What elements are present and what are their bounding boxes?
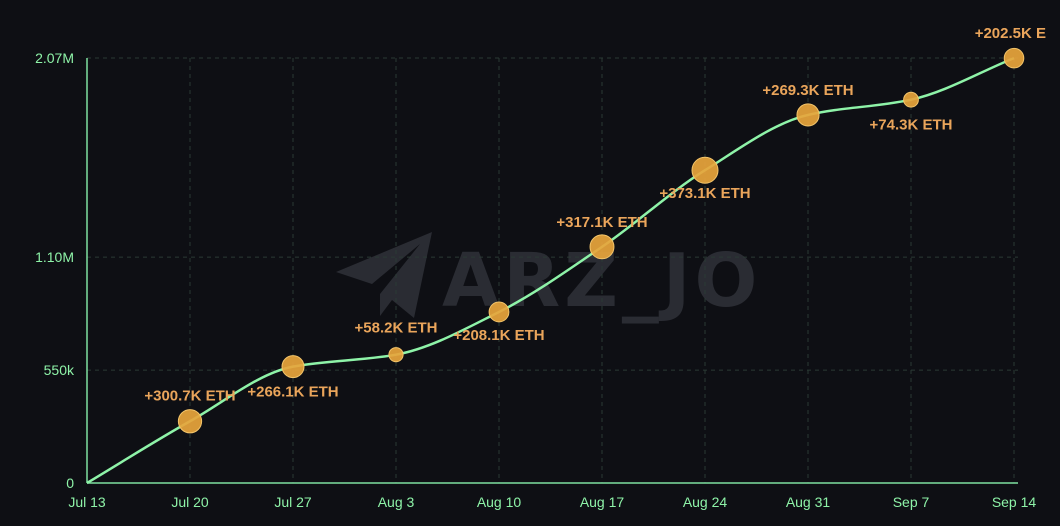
data-labels: +300.7K ETH +266.1K ETH +58.2K ETH +208.1K … [144, 25, 1046, 404]
x-tick-label: Jul 13 [68, 494, 106, 510]
y-tick-label: 0 [66, 475, 74, 491]
x-tick-label: Aug 3 [378, 494, 415, 510]
y-tick-label: 550k [44, 362, 75, 378]
axes [86, 58, 1018, 484]
x-tick-label: Aug 24 [683, 494, 728, 510]
data-point-marker [281, 355, 305, 379]
y-axis-tick-labels: 0 550k 1.10M 2.07M [35, 50, 75, 491]
data-label: +373.1K ETH [659, 185, 750, 202]
x-tick-label: Sep 14 [992, 494, 1037, 510]
data-label: +74.3K ETH [870, 117, 953, 134]
telegram-plane-icon [336, 232, 432, 318]
watermark: ARZ_JO [336, 232, 757, 324]
data-label: +317.1K ETH [556, 214, 647, 231]
data-label: +269.3K ETH [762, 82, 853, 99]
y-tick-label: 2.07M [35, 50, 74, 66]
y-tick-label: 1.10M [35, 249, 74, 265]
data-point-marker [177, 409, 203, 434]
data-point-marker [1003, 47, 1025, 69]
data-point-marker [388, 347, 404, 363]
x-tick-label: Jul 27 [274, 494, 312, 510]
data-label: +58.2K ETH [355, 320, 438, 337]
x-tick-label: Sep 7 [893, 494, 930, 510]
x-tick-label: Aug 17 [580, 494, 625, 510]
data-label: +208.1K ETH [453, 327, 544, 344]
data-label: +266.1K ETH [247, 384, 338, 401]
x-tick-label: Jul 20 [171, 494, 209, 510]
x-axis-tick-labels: Jul 13 Jul 20 Jul 27 Aug 3 Aug 10 Aug 17 Aug 2… [68, 494, 1036, 510]
data-point-marker [589, 234, 615, 260]
data-point-marker [903, 91, 919, 108]
data-point-marker [488, 301, 510, 323]
x-tick-label: Aug 10 [477, 494, 522, 510]
data-point-markers [177, 47, 1025, 434]
data-point-marker [796, 103, 820, 127]
cumulative-eth-line [86, 56, 1015, 485]
data-label: +300.7K ETH [144, 387, 235, 404]
data-point-marker [691, 156, 719, 184]
data-label: +202.5K E [975, 25, 1046, 42]
x-tick-label: Aug 31 [786, 494, 831, 510]
